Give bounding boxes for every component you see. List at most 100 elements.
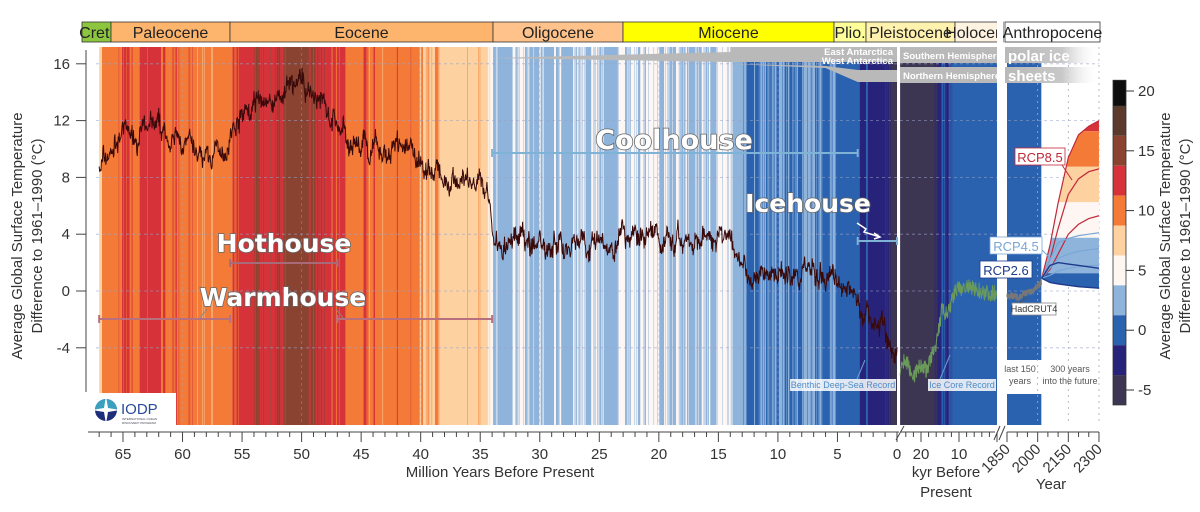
leader-line — [199, 308, 208, 319]
temperature-stripe — [317, 47, 319, 425]
temperature-stripe — [165, 47, 173, 425]
x-tick-label: 25 — [591, 446, 608, 463]
y-tick-label: 4 — [62, 226, 70, 243]
temperature-stripe — [594, 47, 596, 425]
temperature-stripe — [717, 47, 723, 425]
temperature-stripe — [366, 47, 368, 425]
temperature-stripe — [811, 47, 813, 425]
rcp26-line — [1041, 277, 1100, 289]
temperature-stripe — [789, 47, 793, 425]
temperature-stripe — [937, 47, 942, 425]
temperature-stripe — [768, 47, 770, 425]
climate-states: Hothouse Warmhouse Coolhouse Icehouse — [98, 124, 898, 323]
colorbar-label-line2: Difference to 1961–1990 (°C) — [1177, 138, 1194, 333]
panel-gap — [897, 44, 900, 426]
temperature-stripe — [479, 47, 481, 425]
colorbar-bin — [1113, 135, 1126, 166]
temperature-stripe — [935, 47, 936, 425]
temperature-stripe — [946, 47, 950, 425]
temperature-stripe — [427, 47, 429, 425]
background-stripes-kyr — [900, 47, 997, 425]
southern-hemisphere-label: Southern Hemisphere — [903, 51, 1002, 62]
temperature-stripe — [322, 47, 325, 425]
temperature-stripe — [310, 47, 311, 425]
temperature-stripe — [810, 47, 812, 425]
temperature-stripe — [936, 47, 938, 425]
temperature-stripe — [710, 47, 717, 425]
temperature-stripe — [574, 47, 576, 425]
temperature-stripe — [489, 47, 491, 425]
temperature-stripe — [258, 47, 260, 425]
x-tick-label: 20 — [650, 446, 667, 463]
x-tick-label: 2000 — [1009, 441, 1045, 477]
temperature-stripe — [797, 47, 803, 425]
temperature-stripe — [816, 47, 818, 425]
grid-lines — [96, 47, 1100, 425]
temperature-stripe — [467, 47, 479, 425]
temperature-stripe — [943, 47, 944, 425]
temperature-stripe — [773, 47, 775, 425]
temperature-stripe — [123, 47, 125, 425]
temperature-stripe — [888, 47, 891, 425]
temperature-stripe — [147, 47, 162, 425]
temperature-stripe — [645, 47, 649, 425]
temperature-stripe — [657, 47, 660, 425]
temperature-stripe — [629, 47, 632, 425]
epoch-anthropocene — [1004, 21, 1101, 43]
temperature-stripe — [432, 47, 436, 425]
hadcrut4-line — [1006, 279, 1042, 301]
x-tick-label: 35 — [472, 446, 489, 463]
temperature-stripe — [681, 47, 684, 425]
temperature-stripe — [235, 47, 237, 425]
x-tick-label: 1850 — [978, 441, 1014, 477]
epoch-label: Pleistocene — [869, 25, 952, 42]
temperature-stripe — [554, 47, 557, 425]
temperature-stripe — [665, 47, 668, 425]
temperature-stripe — [438, 47, 440, 425]
temperature-stripe — [885, 47, 887, 425]
x-tick-label: 40 — [412, 446, 429, 463]
temperature-stripe — [934, 47, 936, 425]
temperature-stripe — [584, 47, 586, 425]
leader-line — [856, 359, 866, 380]
rcp26-line — [1041, 261, 1100, 279]
temperature-stripe — [419, 47, 422, 425]
temperature-stripe — [795, 47, 797, 425]
temperature-stripe — [760, 47, 763, 425]
future-label: into the future — [1042, 376, 1097, 386]
temperature-stripe — [324, 47, 332, 425]
x-tick-label: 10 — [770, 446, 787, 463]
temperature-stripe — [628, 47, 630, 425]
temperature-stripe — [172, 47, 174, 425]
temperature-stripe — [276, 47, 279, 425]
colorbar-bin — [1113, 255, 1126, 286]
temperature-stripe — [886, 47, 888, 425]
epoch-label: Oligocene — [522, 25, 594, 42]
x-axis-label-myr: Million Years Before Present — [406, 464, 595, 481]
colorbar-tick-label: 20 — [1138, 83, 1155, 100]
temperature-stripe — [794, 47, 796, 425]
temperature-stripe — [821, 47, 823, 425]
temperature-stripe — [771, 47, 773, 425]
polar-ice-bar — [1005, 47, 1100, 63]
temperature-stripe — [815, 47, 817, 425]
temperature-stripe — [585, 47, 592, 425]
leader-line — [1061, 164, 1073, 181]
temperature-stripe — [678, 47, 680, 425]
temperature-stripe — [679, 47, 681, 425]
temperature-stripe — [421, 47, 424, 425]
temperature-stripe — [803, 47, 804, 425]
temperature-stripe — [203, 47, 205, 425]
icehouse-label: Icehouse — [745, 189, 871, 218]
temperature-stripe — [941, 47, 944, 425]
temperature-stripe — [280, 47, 282, 425]
temperature-stripe — [635, 47, 637, 425]
logo-subtitle: DISCOVERY PROGRAM — [122, 421, 156, 425]
coolhouse-label: Coolhouse — [595, 125, 753, 156]
epoch-label: Eocene — [334, 25, 388, 42]
temperature-stripe — [132, 47, 140, 425]
temperature-stripe — [945, 47, 947, 425]
temperature-stripe — [625, 47, 628, 425]
temperature-stripe — [259, 47, 262, 425]
